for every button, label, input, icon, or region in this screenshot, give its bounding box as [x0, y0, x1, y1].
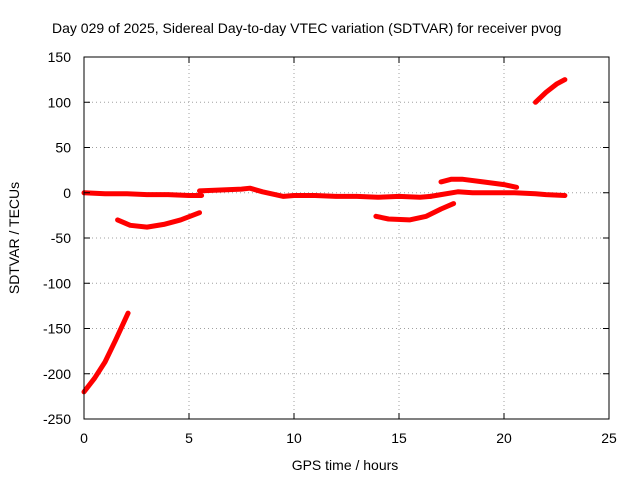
plot-frame [83, 56, 610, 420]
x-tick-label: 20 [496, 430, 512, 446]
y-tick-label: -200 [43, 366, 71, 382]
data-series-arc-7 [438, 176, 520, 190]
x-axis-label: GPS time / hours [292, 457, 399, 473]
axis-ticks: 0 5 10 15 20 25 -250 -200 -150 -100 -50 0 50 100 150 [43, 49, 617, 446]
chart-title: Day 029 of 2025, Sidereal Day-to-day VTE… [52, 20, 561, 36]
y-tick-label: 50 [55, 140, 71, 156]
data-series-arc-3 [115, 210, 202, 230]
data-series-arc-1 [81, 310, 131, 395]
data-series-arc-6 [428, 189, 568, 199]
x-tick-label: 15 [391, 430, 407, 446]
data-series-arc-4 [197, 185, 433, 200]
y-tick-label: 0 [63, 185, 71, 201]
y-tick-label: -100 [43, 275, 71, 291]
grid [84, 57, 609, 419]
y-tick-label: 100 [48, 94, 72, 110]
y-tick-label: -150 [43, 321, 71, 337]
y-tick-label: -50 [51, 230, 71, 246]
y-tick-label: -250 [43, 411, 71, 427]
x-tick-label: 0 [80, 430, 88, 446]
data-series-arc-8 [533, 77, 568, 105]
data-series-arc-5 [373, 201, 457, 223]
data-series-group [81, 77, 568, 395]
x-tick-label: 25 [601, 430, 617, 446]
x-tick-label: 10 [286, 430, 302, 446]
y-axis-label: SDTVAR / TECUs [6, 182, 22, 294]
x-tick-label: 5 [185, 430, 193, 446]
y-tick-label: 150 [48, 49, 72, 65]
data-series-arc-2 [81, 190, 205, 198]
